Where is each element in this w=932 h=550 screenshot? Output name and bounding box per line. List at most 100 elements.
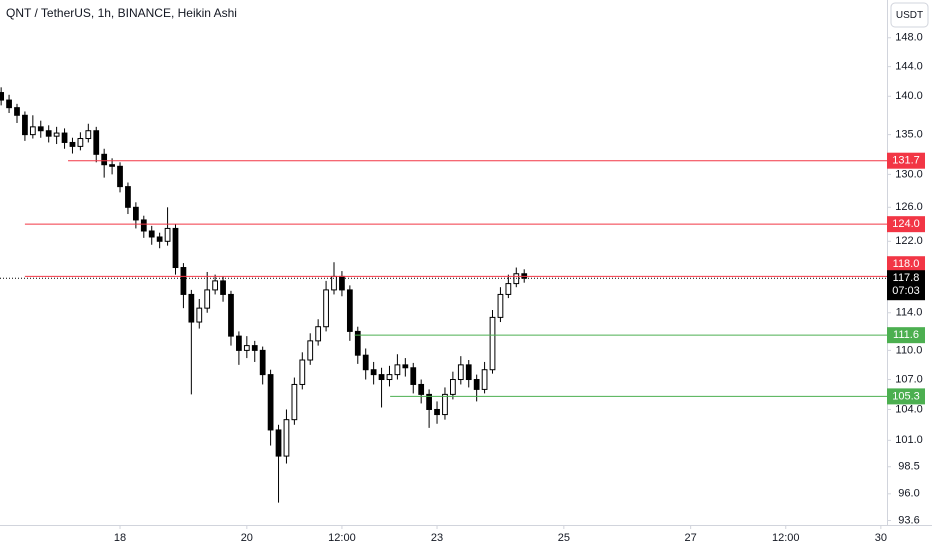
candle-body <box>450 379 456 395</box>
x-tick-label: 27 <box>685 532 697 544</box>
candle-body <box>307 340 314 361</box>
currency-label: USDT <box>896 10 923 21</box>
candle-body <box>14 107 20 116</box>
candle-body <box>362 354 369 371</box>
candle-body <box>236 335 242 351</box>
candle-body <box>315 326 322 342</box>
candle-body <box>37 126 44 132</box>
x-tick-label: 12:00 <box>328 532 356 544</box>
candle-body <box>85 130 92 140</box>
level-label: 118.0 <box>893 258 920 270</box>
candle-body <box>331 275 337 291</box>
candle-body <box>275 429 282 457</box>
level-label: 124.0 <box>892 218 920 230</box>
candle-body <box>489 316 496 371</box>
candle-body <box>410 367 417 385</box>
candle-body <box>378 374 385 381</box>
candle-body <box>465 364 472 381</box>
candle-body <box>291 383 298 421</box>
y-tick-label: 122.0 <box>895 235 923 247</box>
candle-body <box>251 345 258 351</box>
x-tick-label: 30 <box>875 532 887 544</box>
candle-body <box>77 138 84 147</box>
level-label-box <box>887 152 925 169</box>
x-tick-label: 25 <box>558 532 570 544</box>
candle-body <box>426 393 432 410</box>
candle-body <box>418 383 425 395</box>
y-tick-label: 114.0 <box>896 307 923 319</box>
candle-body <box>212 280 219 291</box>
y-tick-label: 98.5 <box>898 461 919 473</box>
y-tick-label: 96.0 <box>898 488 919 500</box>
candle-body <box>109 164 115 167</box>
candle-body <box>125 186 131 208</box>
y-tick-label: 148.0 <box>895 32 923 44</box>
candle-body <box>283 419 290 457</box>
y-tick-label: 135.0 <box>895 129 923 141</box>
currency-button[interactable] <box>890 2 929 28</box>
candle-body <box>370 369 377 376</box>
candle-body <box>117 165 123 188</box>
level-label: 105.3 <box>892 390 920 402</box>
last-price-box <box>887 270 925 301</box>
candle-body <box>69 141 76 147</box>
chart-title: QNT / TetherUS, 1h, BINANCE, Heikin Ashi <box>6 6 237 20</box>
level-label-box <box>887 216 925 233</box>
candle-body <box>354 330 361 356</box>
candle-body <box>386 374 393 381</box>
candle-body <box>457 364 464 381</box>
candle-body <box>180 267 187 295</box>
y-tick-label: 110.0 <box>896 344 923 356</box>
countdown-label: 07:03 <box>892 285 920 297</box>
x-tick-label: 23 <box>431 532 443 544</box>
candle-body <box>172 227 179 269</box>
level-label-box <box>887 256 925 273</box>
candle-body <box>164 227 171 242</box>
candle-body <box>22 114 28 136</box>
candle-body <box>61 132 68 143</box>
candle-body <box>434 408 440 416</box>
candle-body <box>402 364 409 369</box>
candle-body <box>0 92 5 101</box>
candle-body <box>53 132 60 137</box>
candle-body <box>323 289 329 328</box>
level-label: 111.6 <box>893 329 919 341</box>
y-tick-label: 107.0 <box>895 373 923 385</box>
candle-body <box>188 293 195 323</box>
candle-body <box>267 374 274 431</box>
level-label-box <box>887 388 925 405</box>
y-tick-label: 93.6 <box>898 514 919 526</box>
last-price-label: 117.8 <box>893 272 920 284</box>
candle-body <box>204 289 211 309</box>
candle-body <box>29 126 36 136</box>
y-tick-label: 130.0 <box>895 168 923 180</box>
candle-body <box>497 293 504 318</box>
candle-body <box>481 369 488 390</box>
candle-body <box>148 230 155 238</box>
x-tick-label: 20 <box>241 532 253 544</box>
y-tick-label: 144.0 <box>895 61 923 73</box>
y-tick-label: 140.0 <box>895 90 923 102</box>
candle-body <box>505 283 512 295</box>
y-tick-label: 126.0 <box>895 201 923 213</box>
level-label-box <box>887 327 925 344</box>
candle-body <box>156 236 163 242</box>
candle-body <box>132 206 139 221</box>
candle-body <box>473 379 480 390</box>
x-tick-label: 12:00 <box>772 532 800 544</box>
candle-body <box>220 280 226 295</box>
candle-body <box>140 219 147 232</box>
candle-body <box>299 359 306 385</box>
candle-body <box>6 99 12 109</box>
candle-body <box>442 393 448 416</box>
candle-body <box>346 289 353 332</box>
candle-body <box>243 345 250 351</box>
candle-body <box>339 275 345 291</box>
y-tick-label: 101.0 <box>895 434 923 446</box>
candle-body <box>228 293 234 337</box>
candle-body <box>101 153 108 166</box>
y-tick-label: 104.0 <box>895 403 923 415</box>
candle-body <box>93 130 100 155</box>
